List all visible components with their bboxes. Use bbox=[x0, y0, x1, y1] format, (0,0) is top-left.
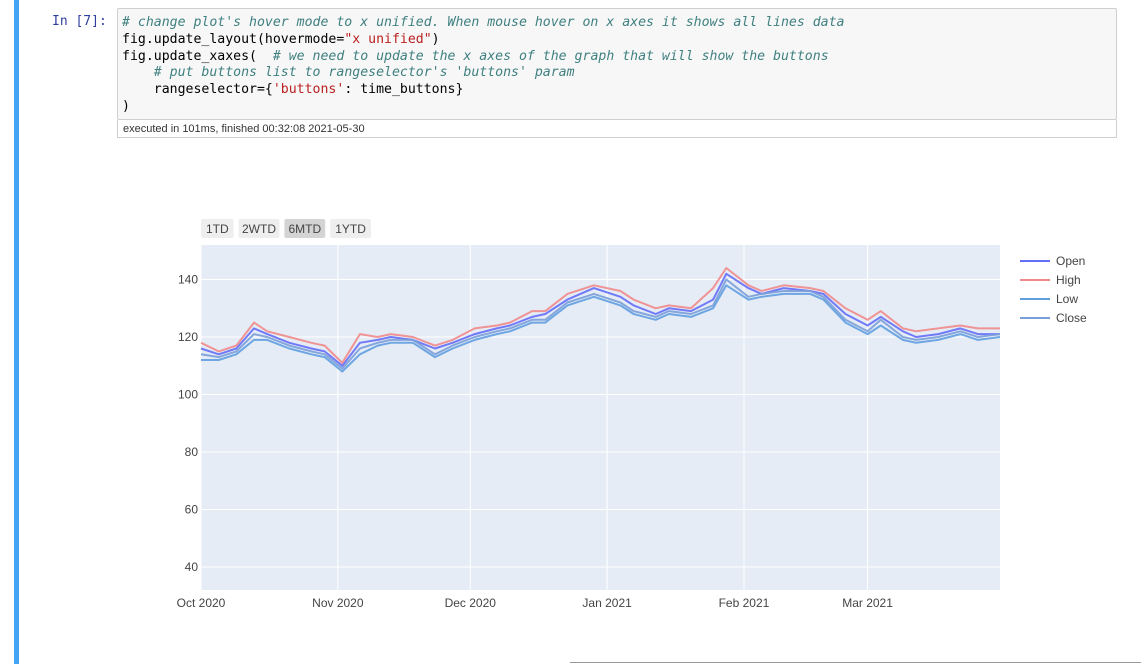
x-axis-ticks: Oct 2020 Nov 2020 Dec 2020 Jan 2021 Feb 2021… bbox=[177, 596, 894, 610]
code-line: # put buttons list to rangeselector's 'b… bbox=[122, 65, 1112, 82]
x-tick-label: Dec 2020 bbox=[445, 596, 497, 610]
range-button-label: 2WTD bbox=[242, 222, 276, 236]
range-button-bg bbox=[201, 219, 234, 238]
code-input[interactable]: # change plot's hover mode to x unified.… bbox=[117, 8, 1117, 120]
legend[interactable]: Open High Low Close bbox=[1020, 254, 1087, 325]
code-token: 'buttons' bbox=[272, 82, 345, 98]
series-line-low bbox=[201, 284, 1001, 373]
cell-selection-bar bbox=[14, 0, 19, 664]
legend-item-low[interactable]: Low bbox=[1020, 292, 1078, 306]
code-line: rangeselector={'buttons': time_buttons} bbox=[122, 82, 1112, 99]
cell-prompt: In [7]: bbox=[52, 14, 107, 29]
range-button-bg bbox=[330, 219, 371, 238]
x-tick-label: Oct 2020 bbox=[177, 596, 226, 610]
code-token: fig.update_layout(hovermode= bbox=[122, 31, 345, 47]
x-tick-label: Feb 2021 bbox=[719, 596, 770, 610]
stock-line-chart[interactable]: 1TD 2WTD 6MTD 1YTD 40 60 80 100 120 140 Oct 2020… bbox=[150, 205, 1110, 615]
plot-area[interactable] bbox=[201, 245, 1000, 590]
code-token: : time_buttons} bbox=[344, 82, 464, 98]
code-token bbox=[122, 65, 154, 80]
series-line-open bbox=[200, 272, 1000, 367]
legend-label: Close bbox=[1056, 311, 1087, 325]
code-token: # put buttons list to rangeselector's 'b… bbox=[153, 65, 575, 81]
code-line: ) bbox=[122, 99, 1112, 116]
y-tick-label: 140 bbox=[178, 273, 198, 287]
divider bbox=[570, 662, 1141, 663]
series-line-close bbox=[200, 278, 1001, 370]
code-token: "x unified" bbox=[344, 31, 432, 47]
series-lines bbox=[200, 267, 1001, 373]
y-tick-label: 40 bbox=[185, 560, 199, 574]
y-tick-label: 100 bbox=[178, 388, 198, 402]
code-token: rangeselector={ bbox=[122, 82, 273, 98]
grid-lines bbox=[200, 245, 1000, 590]
y-tick-label: 120 bbox=[178, 330, 198, 344]
code-token: # change plot's hover mode to x unified.… bbox=[122, 15, 845, 30]
code-token: ) bbox=[431, 31, 440, 47]
range-button-1td[interactable]: 1TD bbox=[201, 219, 234, 238]
code-line: # change plot's hover mode to x unified.… bbox=[122, 15, 1112, 32]
series-line-high bbox=[200, 267, 1000, 364]
range-button-label: 6MTD bbox=[288, 222, 321, 236]
legend-label: Open bbox=[1056, 254, 1085, 268]
y-axis-ticks: 40 60 80 100 120 140 bbox=[178, 273, 198, 575]
x-tick-label: Nov 2020 bbox=[312, 596, 364, 610]
execution-info: executed in 101ms, finished 00:32:08 202… bbox=[117, 120, 1117, 138]
code-token: ) bbox=[122, 98, 130, 114]
code-line: fig.update_xaxes( # we need to update th… bbox=[122, 49, 1112, 66]
x-tick-label: Jan 2021 bbox=[582, 596, 632, 610]
range-button-2wtd[interactable]: 2WTD bbox=[238, 219, 280, 238]
legend-item-close[interactable]: Close bbox=[1020, 311, 1087, 325]
x-tick-label: Mar 2021 bbox=[842, 596, 893, 610]
y-tick-label: 80 bbox=[185, 445, 199, 459]
code-line: fig.update_layout(hovermode="x unified") bbox=[122, 32, 1112, 49]
legend-item-open[interactable]: Open bbox=[1020, 254, 1085, 268]
range-button-bg bbox=[284, 219, 326, 238]
range-button-bg bbox=[238, 219, 280, 238]
range-selector: 1TD 2WTD 6MTD 1YTD bbox=[201, 219, 371, 238]
range-button-label: 1TD bbox=[206, 222, 229, 236]
legend-item-high[interactable]: High bbox=[1020, 273, 1081, 287]
code-token: # we need to update the x axes of the gr… bbox=[272, 48, 829, 64]
legend-label: High bbox=[1056, 273, 1081, 287]
range-button-label: 1YTD bbox=[335, 222, 366, 236]
y-tick-label: 60 bbox=[185, 503, 199, 517]
range-button-6mtd[interactable]: 6MTD bbox=[284, 219, 326, 238]
code-token: fig.update_xaxes( bbox=[122, 48, 273, 64]
legend-label: Low bbox=[1056, 292, 1078, 306]
range-button-1ytd[interactable]: 1YTD bbox=[330, 219, 371, 238]
